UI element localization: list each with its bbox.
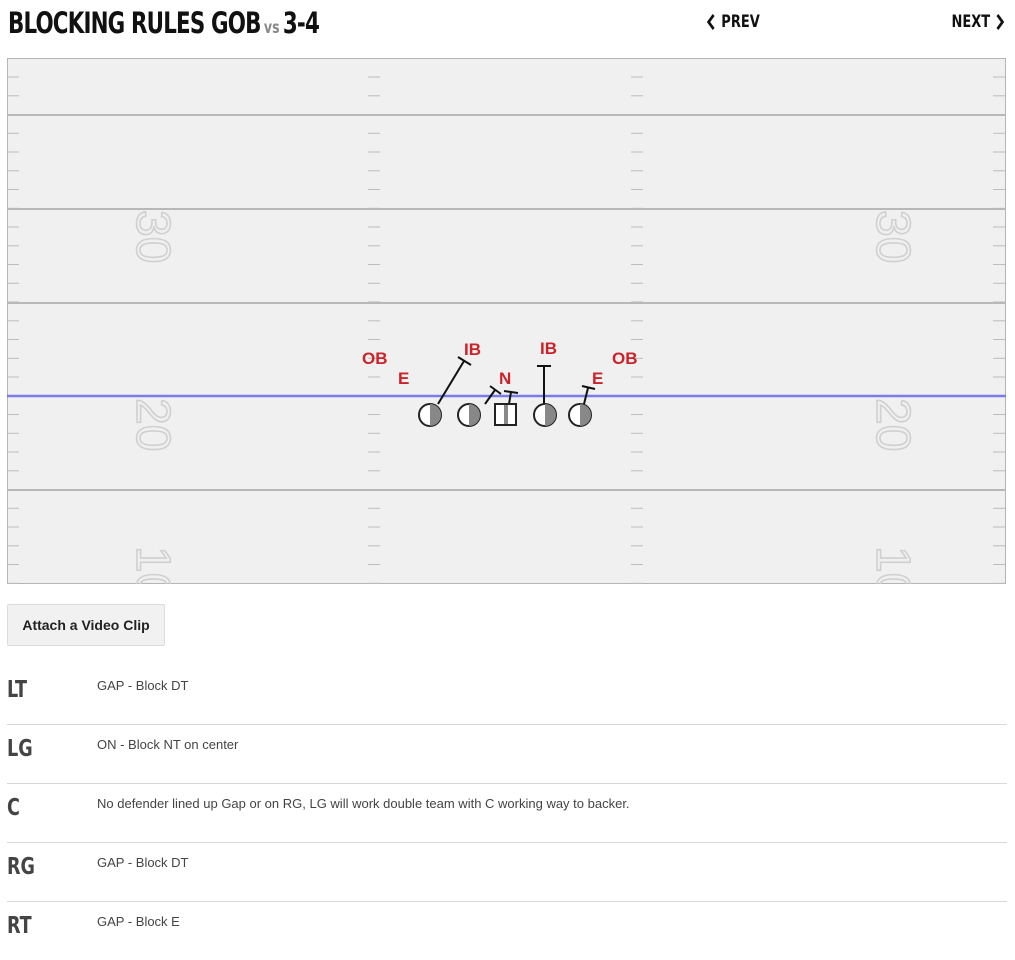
defender-ob-left: OB <box>362 349 388 368</box>
next-button[interactable]: NEXT <box>951 12 1005 32</box>
rule-position: LT <box>7 677 27 703</box>
block-arrow-c <box>503 390 519 405</box>
defender-ib-left: IB <box>464 340 481 359</box>
block-arrow-rt <box>581 385 596 405</box>
title-vs: vs <box>263 18 280 38</box>
rule-text: No defender lined up Gap or on RG, LG wi… <box>97 796 630 811</box>
block-arrow-lt <box>437 356 472 405</box>
rule-text: ON - Block NT on center <box>97 737 239 752</box>
defender-n: N <box>499 369 511 388</box>
defender-ib-right: IB <box>540 339 557 358</box>
rule-position: RT <box>7 913 32 939</box>
yard-number-right-10: 10 <box>866 546 919 584</box>
rule-row-lt: LT GAP - Block DT <box>7 666 1007 725</box>
blocking-rules-list: LT GAP - Block DT LG ON - Block NT on ce… <box>7 666 1007 960</box>
rule-position: C <box>7 795 20 821</box>
play-diagram-field: 30 20 10 30 20 10 OB E IB N IB <box>7 58 1006 584</box>
prev-button[interactable]: PREV <box>706 12 760 32</box>
block-arrow-rg <box>537 365 551 404</box>
title-formation: 3-4 <box>282 6 320 40</box>
rule-text: GAP - Block DT <box>97 678 189 693</box>
defender-e-left: E <box>398 369 409 388</box>
yard-number-left-20: 20 <box>126 398 179 451</box>
rule-position: RG <box>7 854 35 880</box>
next-label: NEXT <box>951 12 990 32</box>
field-svg: 30 20 10 30 20 10 OB E IB N IB <box>7 58 1006 584</box>
lineman-lt <box>418 403 442 427</box>
field-background <box>7 58 1006 584</box>
prev-label: PREV <box>721 12 760 32</box>
header: BLOCKING RULES GOB vs 3-4 PREV NEXT <box>0 0 1015 56</box>
rule-text: GAP - Block E <box>97 914 180 929</box>
yard-number-left-10: 10 <box>126 546 179 584</box>
lineman-rg <box>533 403 557 427</box>
defender-ob-right: OB <box>612 349 638 368</box>
yard-number-right-20: 20 <box>866 398 919 451</box>
rule-row-c: C No defender lined up Gap or on RG, LG … <box>7 784 1007 843</box>
rule-row-lg: LG ON - Block NT on center <box>7 725 1007 784</box>
block-arrow-lg <box>484 385 502 405</box>
lineman-c <box>494 403 517 426</box>
chevron-left-icon <box>706 13 716 31</box>
lineman-rt <box>568 403 592 427</box>
yard-number-left-30: 30 <box>126 210 179 263</box>
lineman-lg <box>457 403 481 427</box>
chevron-right-icon <box>995 13 1005 31</box>
page-title: BLOCKING RULES GOB vs 3-4 <box>8 6 320 40</box>
rule-row-rg: RG GAP - Block DT <box>7 843 1007 902</box>
rule-text: GAP - Block DT <box>97 855 189 870</box>
title-main: BLOCKING RULES GOB <box>8 6 261 40</box>
rule-position: LG <box>7 736 33 762</box>
defender-e-right: E <box>592 369 603 388</box>
offensive-linemen <box>418 403 592 427</box>
block-assignments <box>437 356 596 405</box>
attach-video-clip-button[interactable]: Attach a Video Clip <box>7 604 165 646</box>
rule-row-rt: RT GAP - Block E <box>7 902 1007 960</box>
yard-number-right-30: 30 <box>866 210 919 263</box>
